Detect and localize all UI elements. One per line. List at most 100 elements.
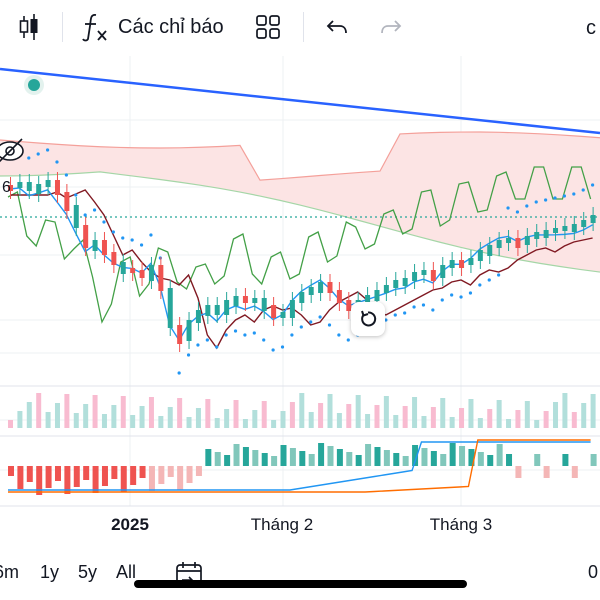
macd-bar	[496, 444, 503, 466]
range-all[interactable]: All	[116, 562, 137, 582]
psar-dot	[525, 204, 529, 208]
macd-bar	[393, 453, 400, 466]
candle-body	[177, 325, 183, 344]
macd-bar	[459, 446, 466, 466]
calendar-icon[interactable]	[174, 560, 204, 595]
volume-bar	[393, 415, 399, 428]
candle-body	[487, 245, 493, 256]
psar-dot	[196, 343, 200, 347]
toolbar: Các chỉ báo c	[0, 0, 600, 56]
macd-bar	[289, 448, 296, 466]
volume-bar	[449, 417, 455, 428]
reset-chart-button[interactable]	[351, 302, 385, 336]
macd-bar	[195, 466, 202, 476]
psar-dot	[271, 348, 275, 352]
candle-body	[308, 287, 314, 295]
macd-bar	[205, 449, 212, 466]
trend-line	[0, 67, 600, 135]
psar-dot	[581, 188, 585, 192]
candlestick-icon[interactable]	[14, 8, 44, 46]
volume-bar	[111, 405, 117, 428]
psar-dot	[215, 345, 219, 349]
psar-dot	[186, 353, 191, 357]
candle-body	[553, 228, 559, 233]
volume-bar	[64, 394, 70, 428]
volume-bar	[346, 404, 352, 428]
chart-area[interactable]: 2025 Tháng 2 Tháng 3 6	[0, 56, 600, 536]
psar-dot	[224, 333, 228, 337]
volume-bar	[477, 418, 483, 428]
macd-bar	[421, 448, 428, 466]
signal-line	[8, 439, 591, 493]
range-5y[interactable]: 5y	[78, 562, 98, 582]
volume-bar	[130, 415, 136, 428]
candle-body	[402, 278, 408, 286]
macd-histogram	[8, 443, 597, 495]
volume-bar	[158, 416, 164, 428]
psar-dot	[497, 273, 501, 277]
psar-dot	[591, 183, 595, 187]
chikou-span	[7, 166, 592, 324]
volume-bar	[26, 402, 32, 428]
macd-bar	[534, 454, 541, 466]
indicators-button[interactable]: Các chỉ báo	[80, 8, 224, 46]
candle-body	[383, 285, 389, 293]
x-tick-thang-3: Tháng 3	[430, 515, 492, 534]
candle-body	[299, 292, 305, 303]
psar-dot	[403, 311, 407, 315]
candle-body	[45, 180, 51, 187]
grid-icon[interactable]	[252, 8, 284, 46]
undo-icon[interactable]	[322, 8, 352, 46]
candle-body	[477, 250, 483, 261]
range-6m[interactable]: 6m	[0, 562, 20, 582]
macd-bar	[177, 466, 184, 490]
candle-body	[92, 240, 98, 251]
candle-body	[252, 298, 258, 303]
macd-bar	[543, 466, 550, 478]
volume-bar	[224, 409, 230, 428]
candle-body	[496, 240, 502, 248]
macd-bar	[111, 466, 118, 479]
range-1y[interactable]: 1y	[40, 562, 60, 582]
candle-body	[534, 232, 540, 239]
volume-bar	[402, 406, 408, 428]
candle-body	[468, 258, 474, 265]
redo-icon[interactable]	[376, 8, 406, 46]
volume-bar	[252, 410, 258, 428]
candle-body	[261, 298, 267, 311]
macd-bar	[318, 443, 325, 466]
psar-dot	[393, 313, 397, 317]
macd-bar	[45, 466, 52, 488]
volume-bar	[430, 407, 436, 428]
range-bar: 6m 1y 5y All 0	[0, 548, 600, 600]
eye-off-icon[interactable]	[0, 138, 24, 163]
macd-bar	[261, 453, 268, 466]
macd-bar	[54, 466, 61, 481]
macd-bar	[327, 446, 334, 466]
volume-bar	[261, 401, 267, 428]
candle-body	[515, 238, 521, 248]
volume-bar	[355, 395, 361, 428]
toolbar-cut-text: c	[586, 17, 596, 39]
senkou-span-a	[0, 131, 600, 181]
volume-bar	[83, 404, 89, 428]
candle-body	[271, 305, 277, 318]
candle-body	[186, 320, 192, 341]
candlesticks	[8, 172, 596, 352]
volume-bar	[515, 410, 521, 428]
senkou-span-b	[0, 171, 600, 273]
macd-bar	[402, 456, 409, 466]
chart-canvas[interactable]: 2025 Tháng 2 Tháng 3 6	[0, 56, 600, 536]
volume-bar	[383, 396, 389, 428]
psar-dot	[111, 230, 115, 234]
psar-dot	[468, 291, 473, 295]
toolbar-divider	[303, 12, 304, 42]
volume-bar	[36, 393, 42, 428]
volume-bar	[271, 420, 277, 428]
macd-bar	[242, 447, 249, 466]
macd-bar	[506, 454, 513, 466]
volume-bar	[553, 402, 559, 428]
candle-body	[54, 180, 60, 195]
psar-dot	[459, 295, 463, 299]
volume-bar	[308, 412, 314, 428]
